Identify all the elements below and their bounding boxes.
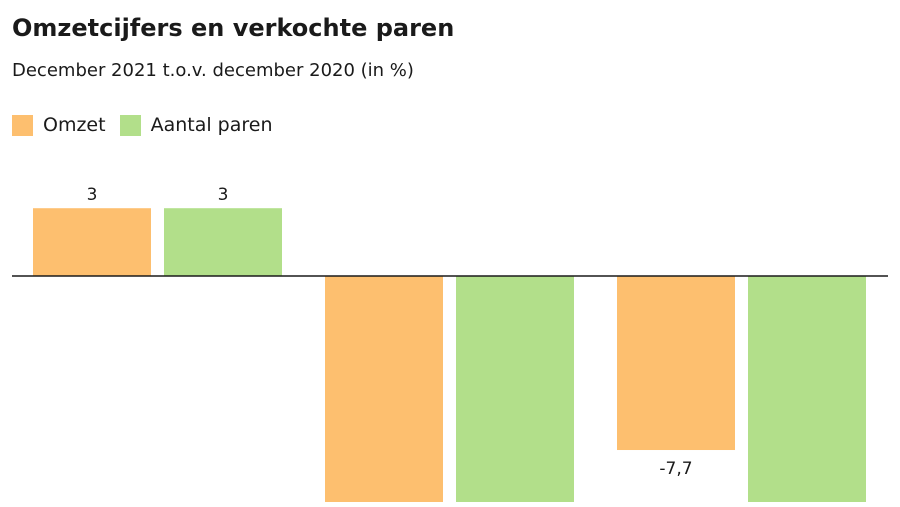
bar-aantal-paren-3 [748, 276, 866, 502]
data-label-omzet-1: 3 [87, 185, 98, 205]
bar-omzet-2 [325, 276, 443, 502]
legend-label-omzet: Omzet [43, 114, 106, 136]
data-label-aantal-paren-1: 3 [218, 185, 229, 205]
legend-label-aantal-paren: Aantal paren [150, 114, 273, 136]
legend: Omzet Aantal paren [12, 112, 287, 138]
chart-title: Omzetcijfers en verkochte paren [12, 14, 455, 42]
legend-swatch-omzet [12, 114, 33, 136]
legend-item-omzet: Omzet [12, 112, 106, 138]
data-label-omzet-3: -7,7 [659, 459, 692, 479]
legend-swatch-aantal-paren [119, 114, 141, 136]
bar-omzet-1 [33, 208, 151, 276]
chart-subtitle: December 2021 t.o.v. december 2020 (in %… [12, 60, 414, 81]
bar-omzet-3 [617, 276, 735, 451]
bar-aantal-paren-1 [164, 208, 282, 276]
bar-aantal-paren-2 [456, 276, 574, 502]
legend-item-aantal-paren: Aantal paren [119, 112, 273, 138]
